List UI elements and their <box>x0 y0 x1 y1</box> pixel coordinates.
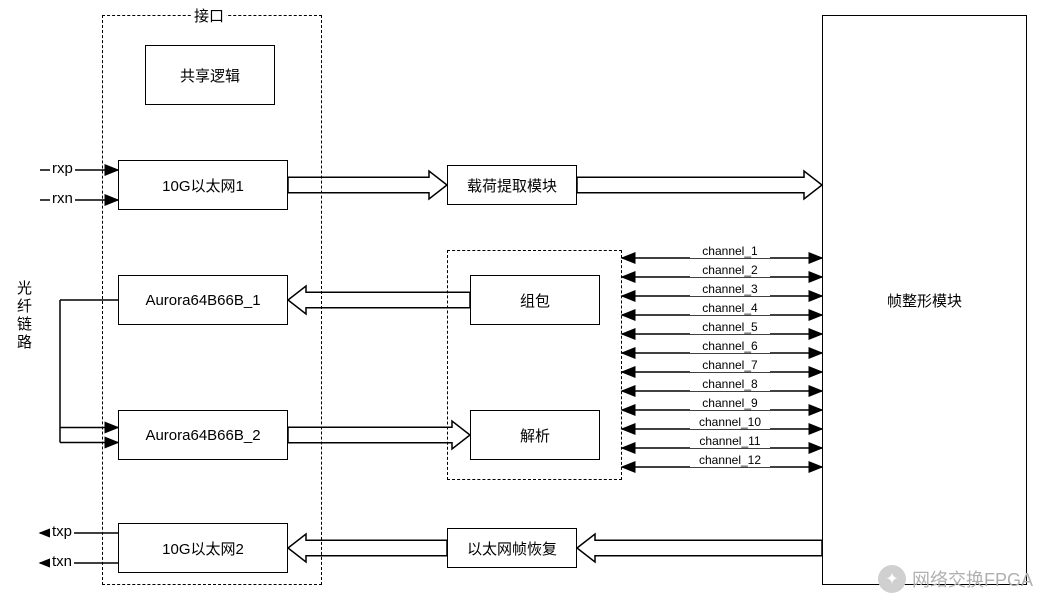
aurora-2-label: Aurora64B66B_2 <box>145 427 260 444</box>
txn-label: txn <box>50 553 74 570</box>
frame-shape-label: 帧整形模块 <box>887 290 962 311</box>
aurora-1-box: Aurora64B66B_1 <box>118 275 288 325</box>
interface-group-title: 接口 <box>192 5 226 26</box>
fiber-link-label: 光纤链路 <box>15 280 34 352</box>
shared-logic-box: 共享逻辑 <box>145 45 275 105</box>
shared-logic-label: 共享逻辑 <box>180 65 240 86</box>
channel-label: channel_11 <box>690 434 770 448</box>
rxn-label: rxn <box>50 190 75 207</box>
channel-label: channel_12 <box>690 453 770 467</box>
aurora-1-label: Aurora64B66B_1 <box>145 292 260 309</box>
frame-shape-box: 帧整形模块 <box>822 15 1027 585</box>
channel-label: channel_10 <box>690 415 770 429</box>
channel-label: channel_5 <box>690 320 770 334</box>
channel-label: channel_3 <box>690 282 770 296</box>
channel-label: channel_4 <box>690 301 770 315</box>
eth10g-2-box: 10G以太网2 <box>118 523 288 573</box>
channel-label: channel_2 <box>690 263 770 277</box>
rxp-label: rxp <box>50 160 75 177</box>
pack-box: 组包 <box>470 275 600 325</box>
channel-label: channel_1 <box>690 244 770 258</box>
channel-label: channel_6 <box>690 339 770 353</box>
wechat-icon: ✦ <box>878 565 906 593</box>
payload-extract-label: 载荷提取模块 <box>467 175 557 196</box>
watermark: ✦ 网络交换FPGA <box>878 565 1033 593</box>
pack-label: 组包 <box>520 290 550 311</box>
parse-box: 解析 <box>470 410 600 460</box>
eth-recover-label: 以太网帧恢复 <box>467 538 557 559</box>
channel-label: channel_9 <box>690 396 770 410</box>
eth10g-1-label: 10G以太网1 <box>162 175 244 196</box>
txp-label: txp <box>50 523 74 540</box>
eth10g-1-box: 10G以太网1 <box>118 160 288 210</box>
channel-label: channel_8 <box>690 377 770 391</box>
watermark-text: 网络交换FPGA <box>912 566 1033 592</box>
channel-label: channel_7 <box>690 358 770 372</box>
payload-extract-box: 载荷提取模块 <box>447 165 577 205</box>
eth-recover-box: 以太网帧恢复 <box>447 528 577 568</box>
aurora-2-box: Aurora64B66B_2 <box>118 410 288 460</box>
eth10g-2-label: 10G以太网2 <box>162 538 244 559</box>
parse-label: 解析 <box>520 425 550 446</box>
